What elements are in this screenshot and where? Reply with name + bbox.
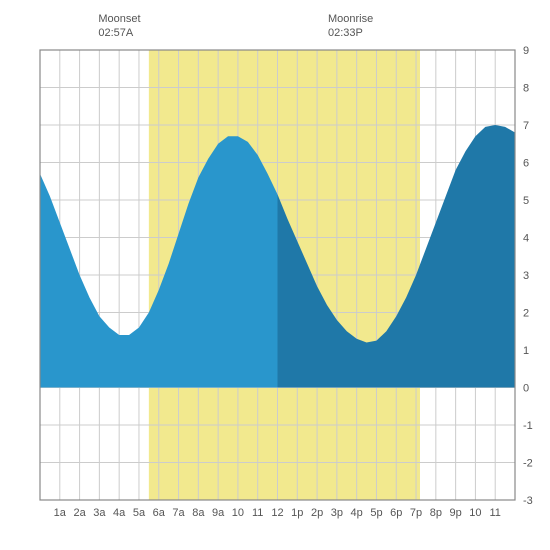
y-tick-label: -2	[523, 458, 533, 470]
x-tick-label: 12	[271, 507, 283, 519]
y-tick-label: 5	[523, 195, 529, 207]
x-tick-label: 3p	[331, 507, 343, 519]
header-time: 02:33P	[328, 27, 363, 39]
x-tick-label: 5p	[370, 507, 382, 519]
x-tick-label: 1p	[291, 507, 303, 519]
x-tick-label: 9a	[212, 507, 225, 519]
x-tick-label: 11	[252, 507, 263, 519]
x-tick-label: 11	[489, 507, 500, 519]
x-tick-label: 5a	[133, 507, 146, 519]
x-tick-label: 6p	[390, 507, 402, 519]
x-tick-label: 4a	[113, 507, 126, 519]
x-tick-label: 9p	[450, 507, 462, 519]
y-tick-label: 0	[523, 383, 529, 395]
x-tick-label: 10	[232, 507, 244, 519]
x-tick-label: 6a	[153, 507, 166, 519]
header-title: Moonset	[98, 13, 140, 25]
y-tick-label: 7	[523, 120, 529, 132]
x-tick-label: 7a	[172, 507, 185, 519]
chart-svg: 1a2a3a4a5a6a7a8a9a1011121p2p3p4p5p6p7p8p…	[0, 0, 550, 550]
y-tick-label: -3	[523, 495, 533, 507]
x-tick-label: 3a	[93, 507, 106, 519]
x-tick-label: 8p	[430, 507, 442, 519]
x-tick-label: 2p	[311, 507, 323, 519]
x-tick-label: 1a	[54, 507, 67, 519]
header-time: 02:57A	[98, 27, 134, 39]
x-tick-label: 8a	[192, 507, 205, 519]
header-title: Moonrise	[328, 13, 373, 25]
y-tick-label: 1	[523, 345, 529, 357]
x-tick-label: 10	[469, 507, 481, 519]
y-tick-label: 4	[523, 233, 529, 245]
y-tick-label: 8	[523, 83, 529, 95]
y-tick-label: 3	[523, 270, 529, 282]
x-tick-label: 2a	[73, 507, 86, 519]
tide-chart: 1a2a3a4a5a6a7a8a9a1011121p2p3p4p5p6p7p8p…	[0, 0, 550, 550]
y-tick-label: 9	[523, 45, 529, 57]
x-tick-label: 7p	[410, 507, 422, 519]
y-tick-label: 6	[523, 158, 529, 170]
y-tick-label: 2	[523, 308, 529, 320]
x-tick-label: 4p	[351, 507, 363, 519]
y-tick-label: -1	[523, 420, 533, 432]
